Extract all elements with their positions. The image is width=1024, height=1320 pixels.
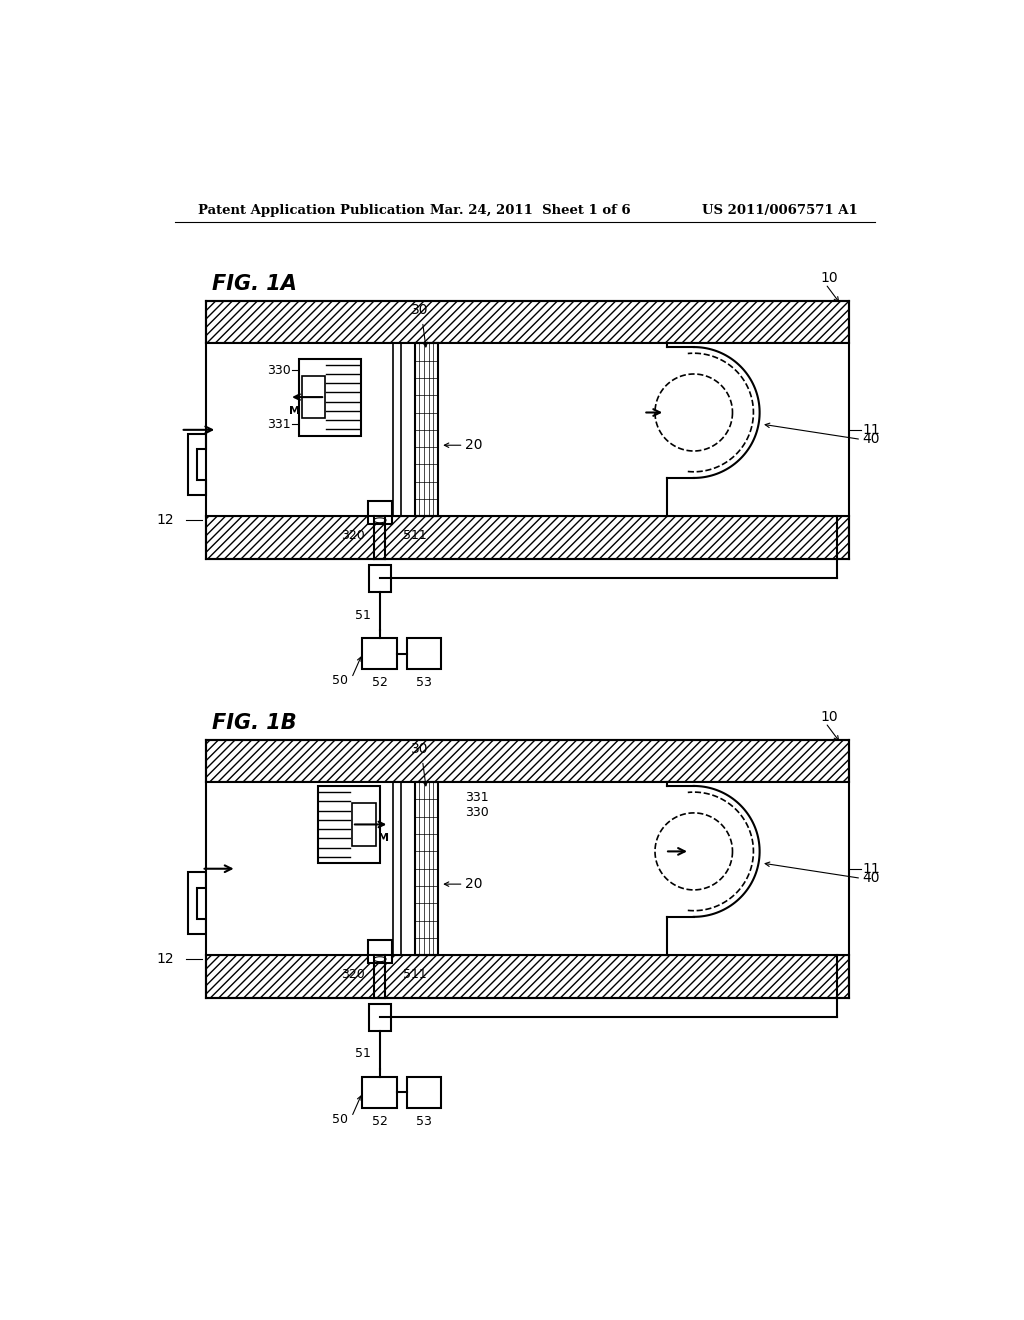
Bar (407, 638, 441, 669)
Text: 51: 51 (354, 609, 371, 622)
Text: Patent Application Publication: Patent Application Publication (198, 205, 425, 218)
Polygon shape (188, 873, 206, 935)
Text: 11: 11 (862, 422, 881, 437)
Polygon shape (188, 433, 206, 495)
Polygon shape (206, 516, 849, 558)
Text: 320: 320 (341, 968, 365, 981)
Text: M: M (289, 407, 300, 416)
Bar (407, 1077, 441, 1107)
Text: 53: 53 (416, 1115, 432, 1129)
Text: 10: 10 (820, 271, 839, 285)
Bar (369, 940, 391, 964)
Text: 20: 20 (465, 438, 482, 453)
Bar (299, 359, 360, 436)
Text: 511: 511 (403, 968, 427, 981)
Text: 12: 12 (157, 513, 174, 527)
Bar (206, 343, 849, 516)
Bar (393, 343, 400, 516)
Text: 50: 50 (333, 1113, 348, 1126)
Text: Mar. 24, 2011  Sheet 1 of 6: Mar. 24, 2011 Sheet 1 of 6 (430, 205, 631, 218)
Text: FIG. 1B: FIG. 1B (212, 713, 296, 733)
Text: 30: 30 (412, 304, 429, 317)
Text: 320: 320 (341, 529, 365, 543)
Text: FIG. 1A: FIG. 1A (212, 275, 297, 294)
Text: 52: 52 (372, 1115, 388, 1129)
Bar (369, 565, 391, 591)
Text: 330: 330 (267, 363, 291, 376)
Polygon shape (206, 301, 849, 343)
Text: 12: 12 (157, 952, 174, 966)
Bar (362, 638, 397, 669)
Text: 40: 40 (862, 871, 881, 886)
Text: 11: 11 (862, 862, 881, 875)
Text: 40: 40 (862, 433, 881, 446)
Bar (352, 804, 376, 846)
Text: 52: 52 (372, 676, 388, 689)
Bar (302, 376, 326, 418)
Bar (415, 343, 438, 516)
Text: 10: 10 (820, 710, 839, 723)
Text: 51: 51 (354, 1047, 371, 1060)
Bar (369, 502, 391, 524)
Polygon shape (206, 956, 849, 998)
Bar (415, 781, 438, 956)
Text: 30: 30 (412, 742, 429, 756)
Bar (317, 785, 380, 863)
Text: 50: 50 (333, 675, 348, 686)
Text: 511: 511 (403, 529, 427, 543)
Text: 331: 331 (267, 417, 291, 430)
Bar (393, 781, 400, 956)
Text: 331: 331 (465, 791, 488, 804)
Polygon shape (206, 739, 849, 781)
Text: 53: 53 (416, 676, 432, 689)
Text: 330: 330 (465, 807, 488, 820)
Text: 20: 20 (465, 876, 482, 891)
Text: M: M (378, 833, 389, 843)
Bar (362, 1077, 397, 1107)
Bar (206, 781, 849, 956)
Bar (369, 1005, 391, 1031)
Text: US 2011/0067571 A1: US 2011/0067571 A1 (701, 205, 857, 218)
